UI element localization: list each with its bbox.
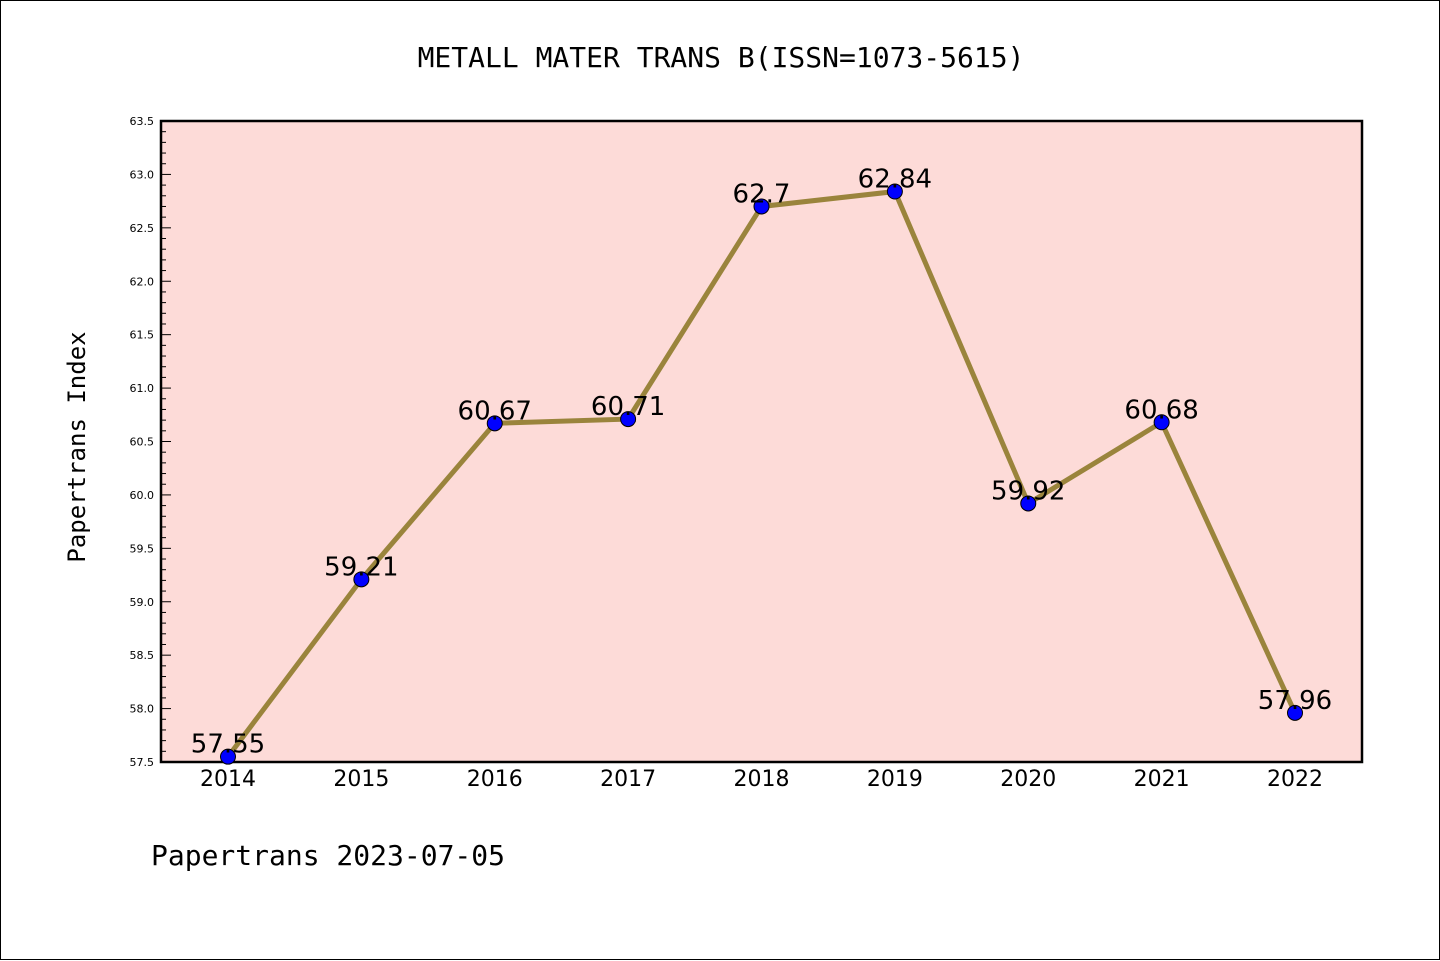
y-tick-label: 60.5 bbox=[130, 436, 155, 449]
y-tick-label: 57.5 bbox=[130, 756, 155, 769]
data-label: 57.55 bbox=[191, 730, 265, 760]
y-tick-label: 61.5 bbox=[130, 329, 155, 342]
data-point-marker bbox=[1287, 704, 1303, 721]
data-label: 57.96 bbox=[1258, 686, 1332, 716]
y-tick-label: 59.5 bbox=[130, 542, 155, 555]
y-tick-label: 62.0 bbox=[130, 275, 155, 288]
data-point-marker bbox=[753, 198, 770, 215]
y-tick-label: 63.0 bbox=[130, 168, 155, 181]
x-tick-label: 2016 bbox=[467, 767, 523, 792]
y-tick-label: 60.0 bbox=[130, 489, 155, 502]
y-tick-label: 58.0 bbox=[130, 703, 155, 716]
data-label: 62.84 bbox=[858, 165, 932, 195]
y-axis-label: Papertrans Index bbox=[63, 331, 91, 562]
data-point-marker bbox=[1153, 414, 1170, 431]
y-tick-label: 59.0 bbox=[130, 596, 155, 609]
y-tick-label: 58.5 bbox=[130, 649, 155, 662]
y-tick-label: 63.5 bbox=[130, 115, 155, 128]
x-tick-label: 2022 bbox=[1267, 767, 1323, 792]
y-tick-label: 61.0 bbox=[130, 382, 155, 395]
data-label: 59.92 bbox=[991, 476, 1065, 506]
data-label: 60.67 bbox=[458, 396, 532, 426]
x-tick-label: 2018 bbox=[734, 767, 790, 792]
data-label: 62.7 bbox=[733, 179, 791, 209]
data-point-marker bbox=[1020, 495, 1037, 512]
x-tick-label: 2014 bbox=[200, 767, 256, 792]
data-label: 59.21 bbox=[324, 552, 398, 582]
x-tick-label: 2019 bbox=[867, 767, 923, 792]
data-point-marker bbox=[886, 183, 903, 200]
plot-area bbox=[159, 119, 1364, 764]
data-labels: 57.55 59.21 60.67 60.71 62.7 62.84 59.92 60.68 5… bbox=[191, 165, 1332, 760]
y-tick-label: 62.5 bbox=[130, 222, 155, 235]
x-axis: 2014 2015 2016 2017 2018 2019 2020 2021 2022 bbox=[200, 767, 1323, 792]
x-tick-label: 2020 bbox=[1000, 767, 1056, 792]
x-tick-label: 2015 bbox=[333, 767, 389, 792]
x-tick-label: 2017 bbox=[600, 767, 656, 792]
data-label: 60.71 bbox=[591, 392, 665, 422]
footer-source-date: Papertrans 2023-07-05 bbox=[151, 839, 505, 872]
data-label: 60.68 bbox=[1124, 395, 1198, 425]
y-axis: 57.5 58.0 58.5 59.0 59.5 60.0 60.5 61.0 61.5 62.0… bbox=[130, 115, 171, 769]
chart-title: METALL MATER TRANS B(ISSN=1073-5615) bbox=[418, 41, 1025, 74]
data-point-marker bbox=[220, 748, 236, 765]
x-tick-label: 2021 bbox=[1134, 767, 1190, 792]
series-markers bbox=[220, 183, 1303, 765]
data-point-marker bbox=[486, 415, 503, 432]
data-point-marker bbox=[353, 571, 370, 588]
data-point-marker bbox=[620, 411, 637, 428]
